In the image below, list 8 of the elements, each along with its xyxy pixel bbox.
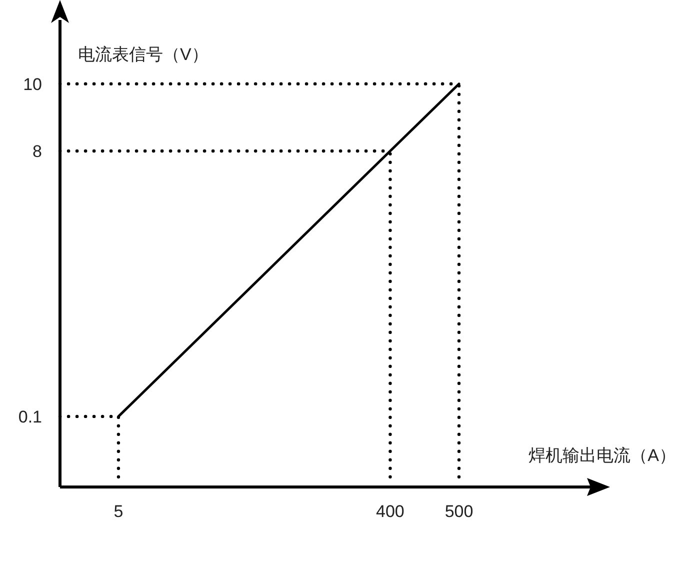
x-tick-label: 400 <box>376 502 404 521</box>
y-tick-label: 10 <box>23 74 42 94</box>
y-tick-label: 8 <box>32 142 42 162</box>
x-tick-label: 5 <box>114 502 124 521</box>
y-tick-label: 0.1 <box>18 407 42 426</box>
x-axis-title: 焊机输出电流（A） <box>528 446 676 465</box>
y-axis-title: 电流表信号（V） <box>78 45 208 64</box>
x-tick-label: 500 <box>444 502 474 521</box>
